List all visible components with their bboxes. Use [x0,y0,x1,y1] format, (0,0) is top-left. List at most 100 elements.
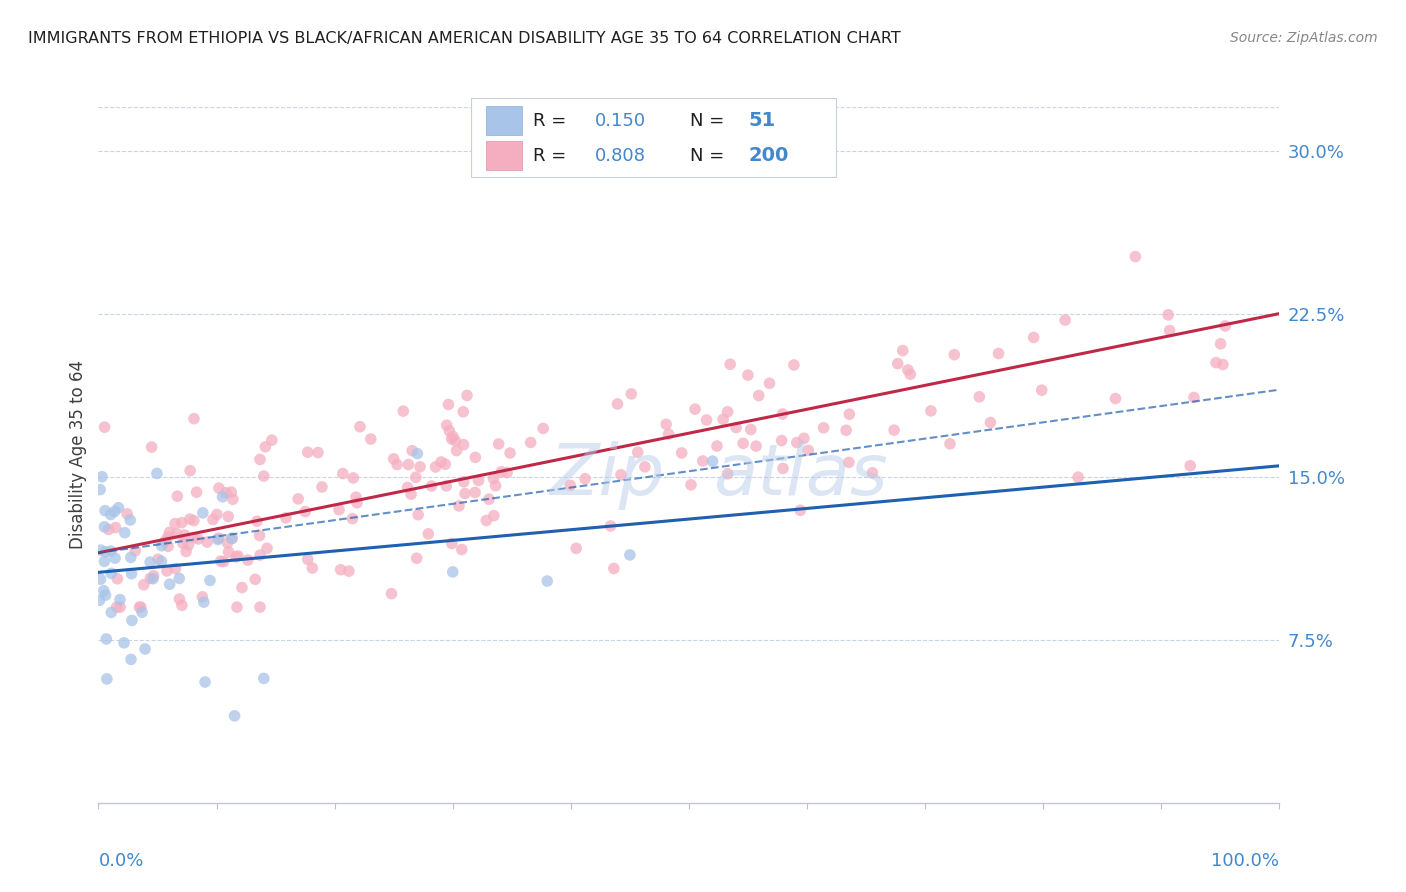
Point [198,574,221,588]
Point [249,528,271,542]
Point [425,459,447,474]
Point [437,397,460,411]
Point [128,600,150,615]
Point [813,421,835,435]
Point [797,443,820,458]
Point [139,555,162,569]
Point [464,485,486,500]
Point [124,544,146,558]
Point [179,464,201,478]
Point [475,514,498,528]
Point [385,458,408,472]
Point [89,593,111,607]
Point [758,376,780,391]
Point [891,343,914,358]
Point [897,363,920,377]
Point [100,544,122,558]
Point [93,520,115,534]
Point [679,477,702,491]
Point [392,404,415,418]
Point [297,445,319,459]
Point [793,431,815,445]
Point [221,532,243,546]
Point [108,600,131,615]
Point [224,708,246,723]
Text: 0.150: 0.150 [595,112,647,129]
Point [215,485,238,500]
Point [655,417,678,432]
Point [401,443,423,458]
Point [740,423,762,437]
Text: N =: N = [690,112,730,129]
Point [565,541,588,556]
Point [249,600,271,615]
Point [440,432,463,446]
Point [772,461,794,475]
Point [627,445,650,459]
Point [121,566,143,581]
Point [711,412,734,426]
Point [174,544,197,558]
Point [105,600,128,615]
Bar [485,142,522,170]
Point [399,487,422,501]
Point [620,387,643,401]
Point [103,504,125,518]
Point [692,454,714,468]
Point [105,572,128,586]
Point [447,499,470,513]
Point [382,451,405,466]
Point [253,469,276,483]
Point [943,348,966,362]
Point [183,411,205,425]
Point [783,358,806,372]
Point [169,592,191,607]
Point [96,632,118,646]
Point [451,405,474,419]
Point [287,491,309,506]
Point [211,490,233,504]
Point [717,405,740,419]
Point [380,587,402,601]
Point [104,520,127,534]
Point [789,503,811,517]
Text: 200: 200 [749,146,789,165]
Text: IMMIGRANTS FROM ETHIOPIA VS BLACK/AFRICAN AMERICAN DISABILITY AGE 35 TO 64 CORRE: IMMIGRANTS FROM ETHIOPIA VS BLACK/AFRICA… [28,31,901,46]
Point [159,525,181,540]
Text: 0.0%: 0.0% [98,852,143,870]
Point [217,509,239,524]
Point [274,511,297,525]
Text: 100.0%: 100.0% [1212,852,1279,870]
Point [208,481,231,495]
Point [297,552,319,566]
Point [1159,324,1181,338]
Point [939,437,962,451]
Point [733,436,755,450]
Point [112,636,135,650]
Point [1213,318,1236,333]
Point [342,471,364,485]
Point [883,423,905,437]
Point [886,357,908,371]
Point [249,548,271,562]
Point [717,467,740,481]
Point [108,592,131,607]
Point [114,525,136,540]
Point [141,440,163,454]
Point [969,390,991,404]
Point [574,472,596,486]
Point [1180,458,1202,473]
Point [217,535,239,549]
Point [718,357,741,371]
Point [440,536,463,550]
Point [344,490,367,504]
Point [301,561,323,575]
Point [159,577,181,591]
Point [221,531,243,545]
Point [360,432,382,446]
Point [444,434,467,448]
Point [599,519,621,533]
Text: N =: N = [690,147,730,165]
Point [157,539,180,553]
Point [89,483,111,497]
